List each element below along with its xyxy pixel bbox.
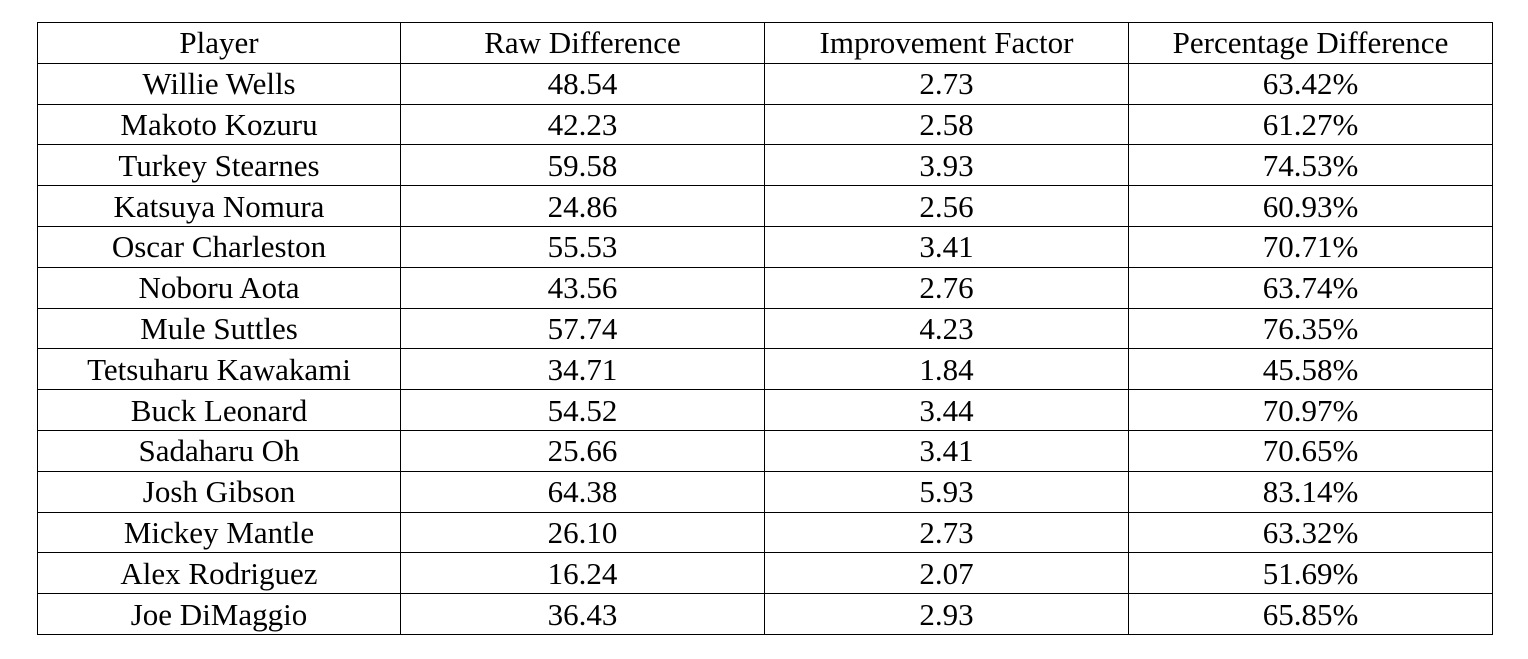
cell-raw-difference: 57.74 [400, 307, 765, 350]
cell-raw-difference: 36.43 [400, 593, 765, 635]
table-row: Mule Suttles 57.74 4.23 76.35% [37, 307, 1493, 350]
cell-improvement-factor: 2.58 [764, 103, 1129, 146]
cell-improvement-factor: 2.93 [764, 593, 1129, 635]
cell-percentage-difference: 51.69% [1128, 552, 1493, 595]
cell-percentage-difference: 70.65% [1128, 429, 1493, 472]
table-row: Tetsuharu Kawakami 34.71 1.84 45.58% [37, 348, 1493, 391]
table-header: Player Raw Difference Improvement Factor… [37, 22, 1493, 64]
cell-raw-difference: 25.66 [400, 429, 765, 472]
cell-player: Joe DiMaggio [37, 593, 401, 635]
cell-raw-difference: 26.10 [400, 511, 765, 554]
cell-raw-difference: 42.23 [400, 103, 765, 146]
cell-player: Willie Wells [37, 62, 401, 105]
cell-player: Buck Leonard [37, 389, 401, 431]
cell-raw-difference: 34.71 [400, 348, 765, 391]
cell-improvement-factor: 3.44 [764, 389, 1129, 431]
table-row: Willie Wells 48.54 2.73 63.42% [37, 62, 1493, 105]
cell-player: Mickey Mantle [37, 511, 401, 554]
cell-improvement-factor: 4.23 [764, 307, 1129, 350]
cell-percentage-difference: 70.97% [1128, 389, 1493, 431]
table-row: Sadaharu Oh 25.66 3.41 70.65% [37, 429, 1493, 472]
cell-improvement-factor: 2.73 [764, 62, 1129, 105]
cell-percentage-difference: 65.85% [1128, 593, 1493, 635]
cell-raw-difference: 24.86 [400, 185, 765, 227]
table-row: Turkey Stearnes 59.58 3.93 74.53% [37, 144, 1493, 187]
header-improvement-factor: Improvement Factor [764, 22, 1129, 64]
cell-improvement-factor: 2.73 [764, 511, 1129, 554]
cell-improvement-factor: 2.76 [764, 266, 1129, 309]
cell-player: Tetsuharu Kawakami [37, 348, 401, 391]
cell-improvement-factor: 2.07 [764, 552, 1129, 595]
table-body: Willie Wells 48.54 2.73 63.42% Makoto Kozuru… [37, 62, 1493, 635]
table-row: Oscar Charleston 55.53 3.41 70.71% [37, 225, 1493, 268]
cell-improvement-factor: 2.56 [764, 185, 1129, 227]
table-row: Joe DiMaggio 36.43 2.93 65.85% [37, 593, 1493, 635]
cell-percentage-difference: 83.14% [1128, 470, 1493, 513]
cell-raw-difference: 43.56 [400, 266, 765, 309]
cell-percentage-difference: 63.74% [1128, 266, 1493, 309]
cell-improvement-factor: 3.41 [764, 429, 1129, 472]
cell-raw-difference: 48.54 [400, 62, 765, 105]
cell-percentage-difference: 63.32% [1128, 511, 1493, 554]
table-row: Katsuya Nomura 24.86 2.56 60.93% [37, 185, 1493, 227]
table-row: Josh Gibson 64.38 5.93 83.14% [37, 470, 1493, 513]
cell-improvement-factor: 5.93 [764, 470, 1129, 513]
header-raw-difference: Raw Difference [400, 22, 765, 64]
cell-improvement-factor: 1.84 [764, 348, 1129, 391]
player-comparison-table: Player Raw Difference Improvement Factor… [37, 22, 1493, 635]
table-row: Mickey Mantle 26.10 2.73 63.32% [37, 511, 1493, 554]
cell-player: Katsuya Nomura [37, 185, 401, 227]
cell-player: Turkey Stearnes [37, 144, 401, 187]
table-row: Buck Leonard 54.52 3.44 70.97% [37, 389, 1493, 431]
cell-percentage-difference: 74.53% [1128, 144, 1493, 187]
cell-player: Josh Gibson [37, 470, 401, 513]
cell-percentage-difference: 76.35% [1128, 307, 1493, 350]
cell-percentage-difference: 70.71% [1128, 225, 1493, 268]
cell-percentage-difference: 63.42% [1128, 62, 1493, 105]
header-row: Player Raw Difference Improvement Factor… [37, 22, 1493, 64]
cell-player: Makoto Kozuru [37, 103, 401, 146]
cell-raw-difference: 16.24 [400, 552, 765, 595]
cell-improvement-factor: 3.41 [764, 225, 1129, 268]
cell-player: Oscar Charleston [37, 225, 401, 268]
header-percentage-difference: Percentage Difference [1128, 22, 1493, 64]
cell-player: Alex Rodriguez [37, 552, 401, 595]
table-row: Makoto Kozuru 42.23 2.58 61.27% [37, 103, 1493, 146]
header-player: Player [37, 22, 401, 64]
cell-raw-difference: 59.58 [400, 144, 765, 187]
cell-percentage-difference: 45.58% [1128, 348, 1493, 391]
cell-percentage-difference: 60.93% [1128, 185, 1493, 227]
cell-player: Mule Suttles [37, 307, 401, 350]
cell-percentage-difference: 61.27% [1128, 103, 1493, 146]
table-row: Alex Rodriguez 16.24 2.07 51.69% [37, 552, 1493, 595]
cell-player: Sadaharu Oh [37, 429, 401, 472]
cell-improvement-factor: 3.93 [764, 144, 1129, 187]
cell-player: Noboru Aota [37, 266, 401, 309]
cell-raw-difference: 55.53 [400, 225, 765, 268]
cell-raw-difference: 64.38 [400, 470, 765, 513]
table-row: Noboru Aota 43.56 2.76 63.74% [37, 266, 1493, 309]
cell-raw-difference: 54.52 [400, 389, 765, 431]
